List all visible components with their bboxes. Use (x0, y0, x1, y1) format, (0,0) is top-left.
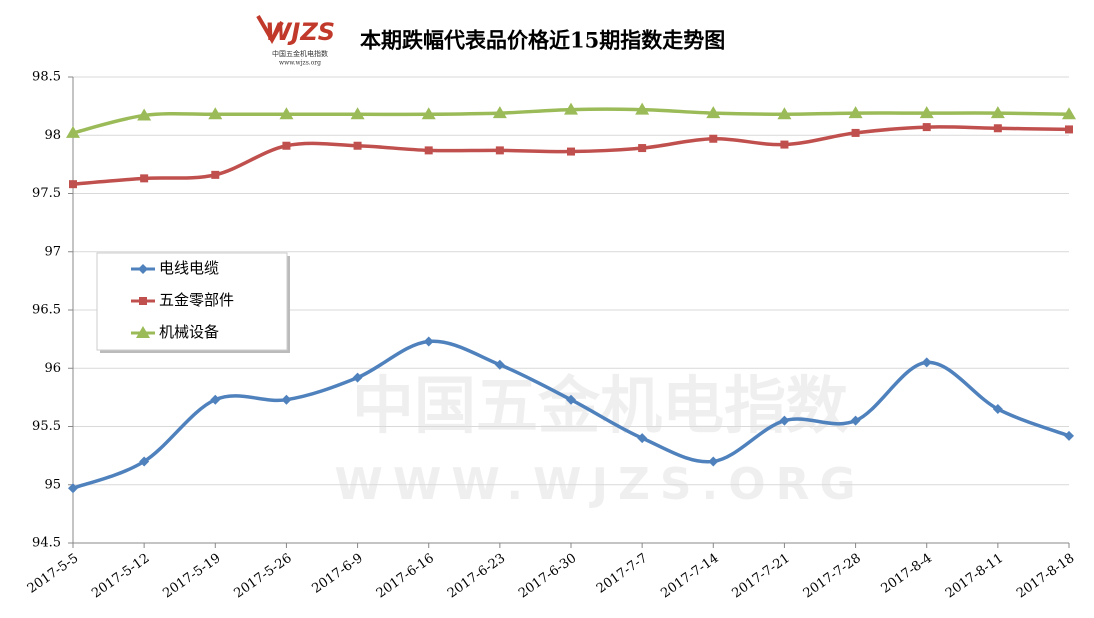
point (211, 170, 220, 179)
series (66, 102, 1076, 138)
point (1062, 107, 1076, 120)
x-tick-label: 2017-5-5 (25, 551, 81, 597)
point (777, 107, 792, 120)
point (282, 141, 291, 150)
x-tick-label: 2017-7-14 (658, 551, 721, 602)
logo-url: www.wjzs.org (279, 60, 321, 67)
point (1064, 430, 1074, 441)
x-tick-label: 2017-6-16 (374, 551, 437, 602)
x-tick-label: 2017-6-9 (309, 551, 365, 597)
y-tick-label: 94.5 (32, 536, 61, 551)
point (68, 483, 78, 494)
point (423, 336, 434, 347)
point (492, 106, 507, 119)
point (990, 106, 1005, 119)
x-tick-label: 2017-7-28 (801, 551, 864, 602)
watermark: 中国五金机电指数 (352, 369, 848, 442)
y-tick-label: 95.5 (32, 419, 61, 434)
x-tick-label: 2017-7-7 (594, 551, 650, 597)
y-tick-label: 96.5 (32, 303, 61, 318)
y-tick-label: 98 (44, 128, 61, 143)
point (993, 124, 1002, 133)
logo: WJZS 中国五金机电指数 www.wjzs.org (256, 14, 335, 67)
point (140, 174, 149, 183)
x-tick-label: 2017-7-21 (729, 551, 792, 602)
x-tick-label: 2017-6-23 (445, 551, 508, 602)
point (637, 433, 648, 444)
point (635, 102, 650, 115)
point (208, 107, 223, 120)
y-tick-label: 97.5 (32, 186, 61, 201)
legend-label: 电线电缆 (159, 259, 219, 277)
point (706, 106, 721, 119)
x-tick-label: 2017-6-30 (516, 551, 579, 602)
point (353, 141, 362, 150)
point (848, 106, 863, 119)
point (564, 102, 578, 115)
line (72, 339, 1070, 490)
point (850, 415, 861, 426)
y-tick-label: 95 (44, 477, 61, 492)
legend-box (96, 252, 288, 351)
point (779, 415, 790, 426)
x-tick-label: 2017-5-26 (231, 551, 294, 602)
x-tick-label: 2017-5-19 (160, 551, 223, 602)
plot (66, 102, 1076, 494)
x-tick-label: 2017-8-18 (1014, 551, 1077, 602)
point (69, 180, 77, 189)
point (494, 359, 505, 370)
point (638, 144, 647, 153)
x-tick-label: 2017-8-4 (879, 551, 935, 597)
point (567, 147, 575, 156)
point (921, 357, 932, 368)
legend-label: 五金零部件 (159, 291, 234, 309)
x-tick-label: 2017-8-11 (943, 551, 1006, 602)
point (281, 394, 292, 405)
y-tick-label: 98.5 (32, 70, 61, 85)
point (851, 128, 860, 137)
legend-label: 机械设备 (159, 323, 219, 341)
series (68, 336, 1074, 494)
point (495, 146, 504, 155)
legend-marker (136, 326, 150, 338)
point (424, 146, 433, 155)
point (350, 107, 365, 120)
point (992, 404, 1003, 415)
point (210, 394, 221, 405)
point (780, 140, 789, 149)
point (566, 394, 576, 405)
point (352, 372, 363, 383)
logo-name: 中国五金机电指数 (272, 49, 328, 58)
y-tick-label: 96 (44, 361, 61, 376)
point (922, 123, 931, 132)
point (708, 456, 719, 467)
point (137, 108, 152, 121)
point (139, 456, 150, 467)
point (1065, 125, 1073, 134)
logo-arrow (256, 14, 284, 45)
legend-marker (139, 297, 147, 305)
y-tick-label: 97 (44, 244, 61, 259)
legend-marker (138, 264, 148, 274)
point (279, 107, 294, 120)
point (919, 106, 934, 119)
logo-mark: WJZS (265, 18, 335, 46)
series (69, 123, 1073, 189)
point (709, 134, 718, 143)
x-tick-label: 2017-5-12 (89, 551, 152, 602)
point (421, 107, 436, 120)
chart-title: 本期跌幅代表品价格近15期指数走势图 (360, 28, 725, 53)
point (66, 125, 80, 138)
